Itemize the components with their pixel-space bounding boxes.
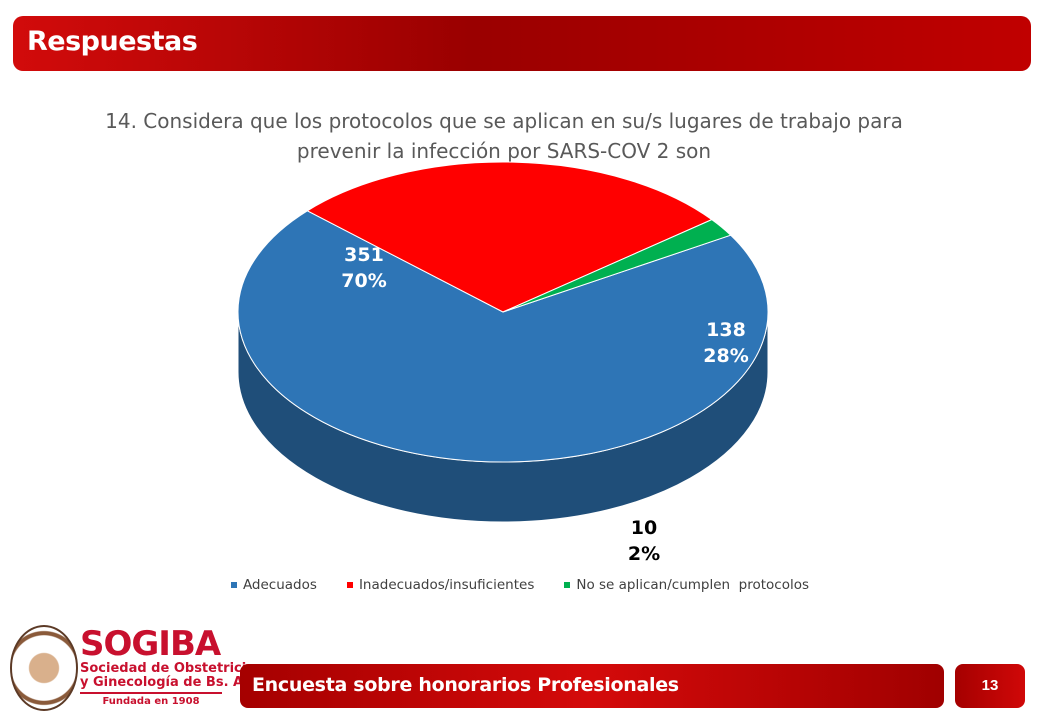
chart-legend: Adecuados Inadecuados/insuficientes No s… xyxy=(0,577,1040,593)
logo-founded: Fundada en 1908 xyxy=(102,696,200,707)
logo-seal-icon xyxy=(10,625,78,711)
pie-slice-adecuados xyxy=(237,210,769,463)
slice-percent-inadecuados: 28% xyxy=(703,345,749,367)
header-title: Respuestas xyxy=(27,26,198,57)
legend-label-adecuados: Adecuados xyxy=(242,577,317,593)
logo-subtitle-line-1: Sociedad de Obstetricia xyxy=(80,661,255,676)
legend-swatch-inadecuados xyxy=(346,582,353,588)
chart-title-line-2: prevenir la infección por SARS-COV 2 son xyxy=(296,139,712,163)
footer-title: Encuesta sobre honorarios Profesionales xyxy=(252,674,679,696)
chart-title-line-1: 14. Considera que los protocolos que se … xyxy=(105,109,903,133)
slice-percent-adecuados: 70% xyxy=(341,270,387,292)
legend-item-no-aplican: No se aplican/cumplen protocolos xyxy=(564,577,809,593)
slice-percent-no-aplican: 2% xyxy=(627,543,661,565)
logo-title: SOGIBA xyxy=(80,624,221,664)
logo-divider xyxy=(80,692,222,694)
pie-slice-no-aplican xyxy=(502,219,732,313)
legend-swatch-adecuados xyxy=(230,582,237,588)
legend-item-inadecuados: Inadecuados/insuficientes xyxy=(346,577,535,593)
logo-subtitle: Sociedad de Obstetricia y Ginecología de… xyxy=(80,662,256,690)
slice-label-no-aplican: 10 2% xyxy=(604,515,684,567)
header-bar: Respuestas xyxy=(13,16,1031,71)
chart-title: 14. Considera que los protocolos que se … xyxy=(100,106,908,166)
slice-label-adecuados: 351 70% xyxy=(324,242,404,294)
logo-subtitle-line-2: y Ginecología de Bs. As. xyxy=(80,675,256,690)
legend-label-no-aplican: No se aplican/cumplen protocolos xyxy=(576,577,810,593)
legend-swatch-no-aplican xyxy=(564,582,571,588)
slice-value-inadecuados: 138 xyxy=(706,319,746,341)
footer-bar: Encuesta sobre honorarios Profesionales xyxy=(240,664,944,708)
pie-slice-inadecuados xyxy=(306,161,713,313)
slice-value-adecuados: 351 xyxy=(344,244,384,266)
slice-label-inadecuados: 138 28% xyxy=(686,317,766,369)
legend-label-inadecuados: Inadecuados/insuficientes xyxy=(358,577,535,593)
page-number-badge: 13 xyxy=(955,664,1025,708)
slice-value-no-aplican: 10 xyxy=(630,517,658,539)
legend-item-adecuados: Adecuados xyxy=(230,577,317,593)
